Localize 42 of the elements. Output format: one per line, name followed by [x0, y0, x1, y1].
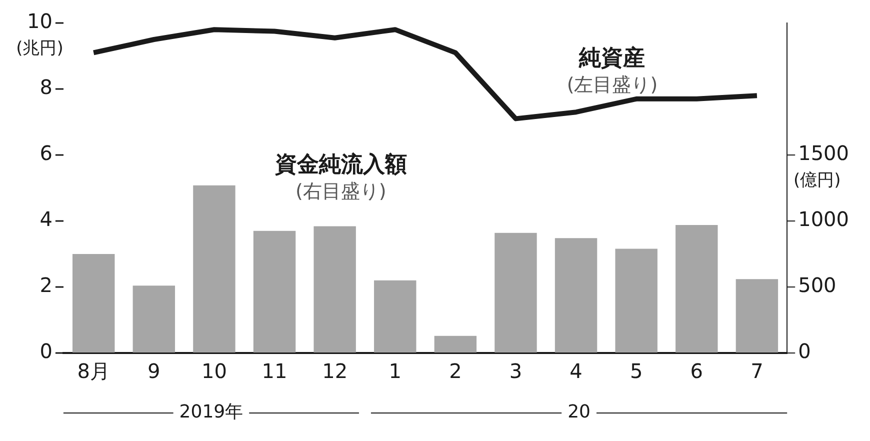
y2-tick-label: 0	[798, 339, 811, 364]
bar	[676, 224, 718, 352]
y2-tick-label: 1500	[798, 141, 850, 166]
bar	[132, 286, 176, 352]
y-tick-label: 8	[40, 75, 52, 100]
y-tick-label: 0	[40, 339, 52, 364]
series-label: 純資産	[578, 45, 646, 72]
bar	[434, 336, 477, 352]
annotation: (右目盛り)	[295, 180, 386, 202]
x-tick-label: 3	[509, 359, 522, 384]
bar	[253, 230, 296, 352]
y-tick-label: 6	[40, 141, 52, 166]
y2-axis-title: (億円)	[793, 170, 841, 190]
x-tick-label: 6	[690, 359, 704, 384]
x-tick-label: 1	[388, 359, 402, 384]
bar	[615, 248, 658, 352]
x-tick-label: 2	[449, 359, 462, 384]
x-tick-label: 7	[750, 359, 764, 384]
y-tick-label: 10	[26, 9, 52, 34]
series-label: 資金純流入額	[274, 151, 407, 178]
x-tick-label: 12	[322, 359, 348, 384]
y-tick-label: 2	[40, 273, 52, 298]
x-tick-label: 8月	[77, 359, 110, 384]
x-tick-label: 11	[262, 359, 288, 384]
bar	[736, 279, 778, 352]
annotation: (左目盛り)	[566, 74, 658, 96]
bar	[314, 226, 356, 352]
bar	[72, 254, 115, 352]
y-axis-title: (兆円)	[16, 38, 64, 58]
bar	[494, 232, 537, 352]
x-tick-label: 10	[201, 359, 227, 384]
bar	[554, 238, 598, 352]
y2-tick-label: 500	[798, 273, 836, 298]
x-tick-label: 9	[148, 359, 160, 384]
bar	[193, 185, 236, 352]
x-tick-label: 4	[570, 359, 582, 384]
y-tick-label: 4	[40, 207, 52, 232]
bar	[374, 280, 416, 352]
text: 2019年	[179, 402, 244, 423]
text: 20	[568, 402, 590, 423]
x-tick-label: 5	[630, 359, 643, 384]
y2-tick-label: 1000	[798, 207, 850, 232]
